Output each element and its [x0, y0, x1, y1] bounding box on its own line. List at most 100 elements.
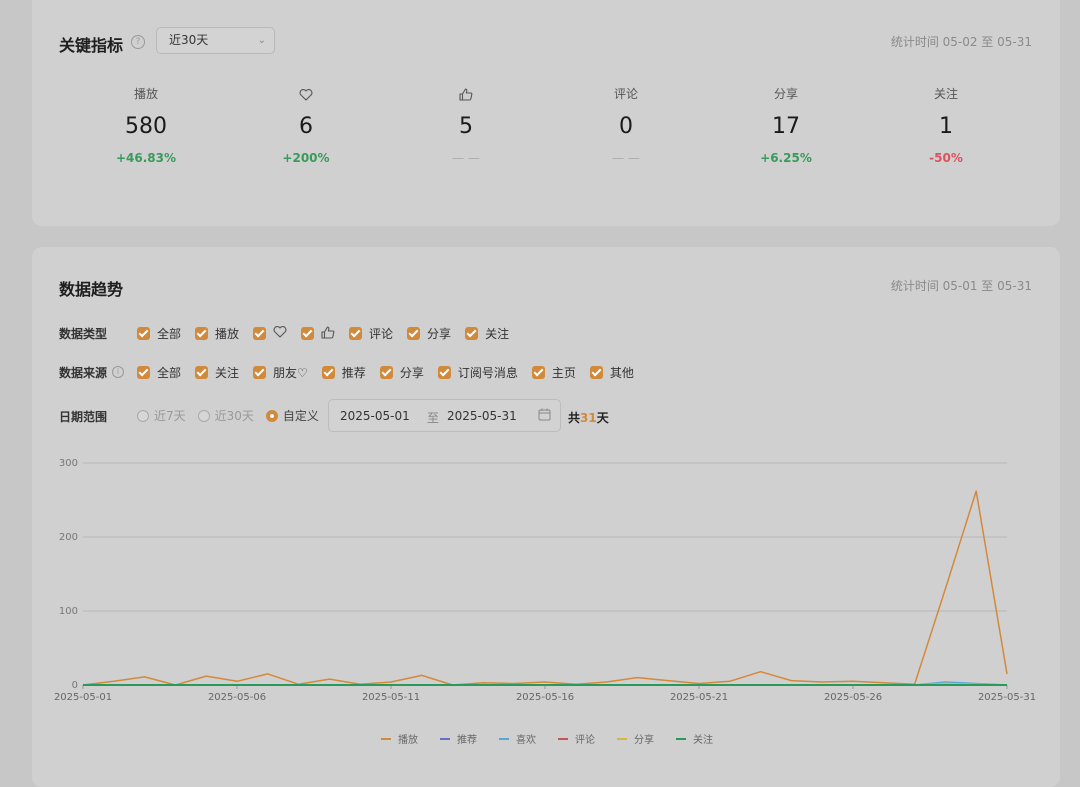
info-icon[interactable]: i: [112, 366, 124, 378]
type-row-item[interactable]: [301, 325, 335, 342]
start-date[interactable]: 2025-05-01: [340, 409, 410, 423]
end-date[interactable]: 2025-05-31: [447, 409, 517, 423]
legend-label: 分享: [634, 735, 654, 746]
trend-chart: 0 100 200 300 2025-05-01 2025-05-06 2025-05-11…: [54, 458, 1036, 703]
type-row-item[interactable]: [253, 326, 287, 341]
metric-change: +200%: [282, 151, 330, 165]
checkbox-checked-icon[interactable]: [531, 366, 545, 379]
source-row-item[interactable]: 全部: [137, 364, 181, 381]
range-option[interactable]: 自定义: [265, 407, 319, 424]
x-tick-label: 2025-05-21: [670, 692, 728, 703]
metric-label: 关注: [933, 87, 958, 101]
total-days-number: 31: [580, 411, 597, 425]
checkbox-checked-icon[interactable]: [253, 366, 267, 379]
checkbox-checked-icon[interactable]: [137, 366, 150, 379]
range-option-label: 自定义: [282, 409, 319, 423]
date-range-picker[interactable]: 2025-05-01 至 2025-05-31: [328, 399, 561, 432]
range-option-label: 近7天: [154, 409, 186, 423]
legend-label: 推荐: [457, 735, 477, 746]
heart-icon: [226, 85, 386, 103]
source-row-item[interactable]: 推荐: [321, 364, 366, 381]
y-tick-label: 0: [72, 680, 78, 691]
period-select-value: 近30天: [169, 33, 209, 47]
checkbox-label: 其他: [609, 366, 634, 380]
data-source-label: 数据来源: [59, 366, 108, 380]
source-row-item[interactable]: 分享: [379, 364, 424, 381]
type-row-item[interactable]: 关注: [465, 325, 509, 342]
range-option[interactable]: 近7天: [137, 407, 186, 424]
data-type-label: 数据类型: [59, 327, 108, 341]
data-type-checkboxes: 全部 播放 评论 分享 关注: [137, 325, 523, 342]
metric-value: 6: [299, 114, 313, 139]
metric-0: 播放 580 +46.83%: [66, 85, 226, 166]
metric-change: -50%: [929, 151, 963, 165]
source-row-item[interactable]: 其他: [589, 364, 634, 381]
help-icon[interactable]: ?: [131, 35, 145, 49]
legend-label: 喜欢: [516, 735, 536, 746]
legend-item[interactable]: 推荐: [440, 731, 477, 746]
metric-label: 分享: [773, 87, 798, 101]
checkbox-checked-icon[interactable]: [301, 327, 315, 340]
source-row-item[interactable]: 关注: [195, 364, 239, 381]
range-option[interactable]: 近30天: [197, 407, 254, 424]
checkbox-label: 播放: [215, 327, 240, 341]
range-option-label: 近30天: [214, 409, 254, 423]
type-row-item[interactable]: 全部: [137, 325, 181, 342]
checkbox-checked-icon[interactable]: [465, 327, 479, 340]
period-select[interactable]: 近30天 ⌄: [156, 27, 275, 54]
legend-item[interactable]: 分享: [617, 731, 654, 746]
radio-selected-icon[interactable]: [265, 409, 278, 422]
source-row-item[interactable]: 主页: [531, 364, 576, 381]
metric-3: 评论 0 — —: [546, 85, 706, 166]
legend-item[interactable]: 关注: [676, 731, 713, 746]
legend-item[interactable]: 喜欢: [499, 731, 536, 746]
checkbox-checked-icon[interactable]: [137, 327, 150, 340]
type-row-item[interactable]: 分享: [407, 325, 451, 342]
x-tick-label: 2025-05-06: [208, 692, 266, 703]
legend-swatch: [440, 737, 450, 740]
checkbox-label: 关注: [215, 366, 240, 380]
source-row-item[interactable]: 朋友♡: [253, 364, 308, 381]
heart-icon: [273, 326, 287, 341]
legend-item[interactable]: 评论: [558, 731, 595, 746]
checkbox-checked-icon[interactable]: [589, 366, 603, 379]
legend-swatch: [676, 737, 686, 740]
legend-swatch: [558, 737, 568, 740]
checkbox-checked-icon[interactable]: [379, 366, 393, 379]
checkbox-checked-icon[interactable]: [253, 327, 267, 340]
checkbox-checked-icon[interactable]: [407, 327, 421, 340]
legend-item[interactable]: 播放: [381, 731, 418, 746]
legend-swatch: [617, 737, 627, 740]
thumbs-up-icon: [386, 85, 546, 103]
calendar-icon[interactable]: [538, 408, 551, 424]
y-tick-label: 300: [59, 458, 78, 469]
checkbox-checked-icon[interactable]: [349, 327, 363, 340]
x-tick-label: 2025-05-31: [978, 692, 1036, 703]
data-source-checkboxes: 全部 关注 朋友♡ 推荐 分享 订阅号消息 主页 其他: [137, 364, 648, 381]
checkbox-label: 推荐: [341, 366, 366, 380]
checkbox-checked-icon[interactable]: [437, 366, 451, 379]
checkbox-label: 评论: [369, 327, 394, 341]
checkbox-checked-icon[interactable]: [195, 366, 209, 379]
data-trend-title: 数据趋势: [59, 280, 124, 299]
type-row-item[interactable]: 播放: [195, 325, 239, 342]
metric-value: 5: [459, 114, 473, 139]
metric-2: 5 — —: [386, 85, 546, 166]
checkbox-label: 主页: [551, 366, 576, 380]
metric-value: 1: [939, 114, 953, 139]
metric-change: — —: [452, 151, 480, 165]
thumbs-up-icon: [321, 325, 335, 342]
radio-icon[interactable]: [197, 409, 210, 422]
checkbox-checked-icon[interactable]: [195, 327, 209, 340]
checkbox-checked-icon[interactable]: [321, 366, 335, 379]
radio-icon[interactable]: [137, 409, 149, 422]
date-range-options: 近7天 近30天 自定义: [137, 407, 331, 424]
checkbox-label: 关注: [485, 327, 510, 341]
metric-change: +46.83%: [115, 151, 177, 165]
type-row-item[interactable]: 评论: [349, 325, 393, 342]
key-metrics-stat-time: 统计时间 05-02 至 05-31: [890, 35, 1032, 49]
metric-value: 17: [772, 114, 800, 139]
source-row-item[interactable]: 订阅号消息: [437, 364, 518, 381]
checkbox-label: 订阅号消息: [457, 366, 518, 380]
total-days: 共31天: [568, 409, 609, 426]
